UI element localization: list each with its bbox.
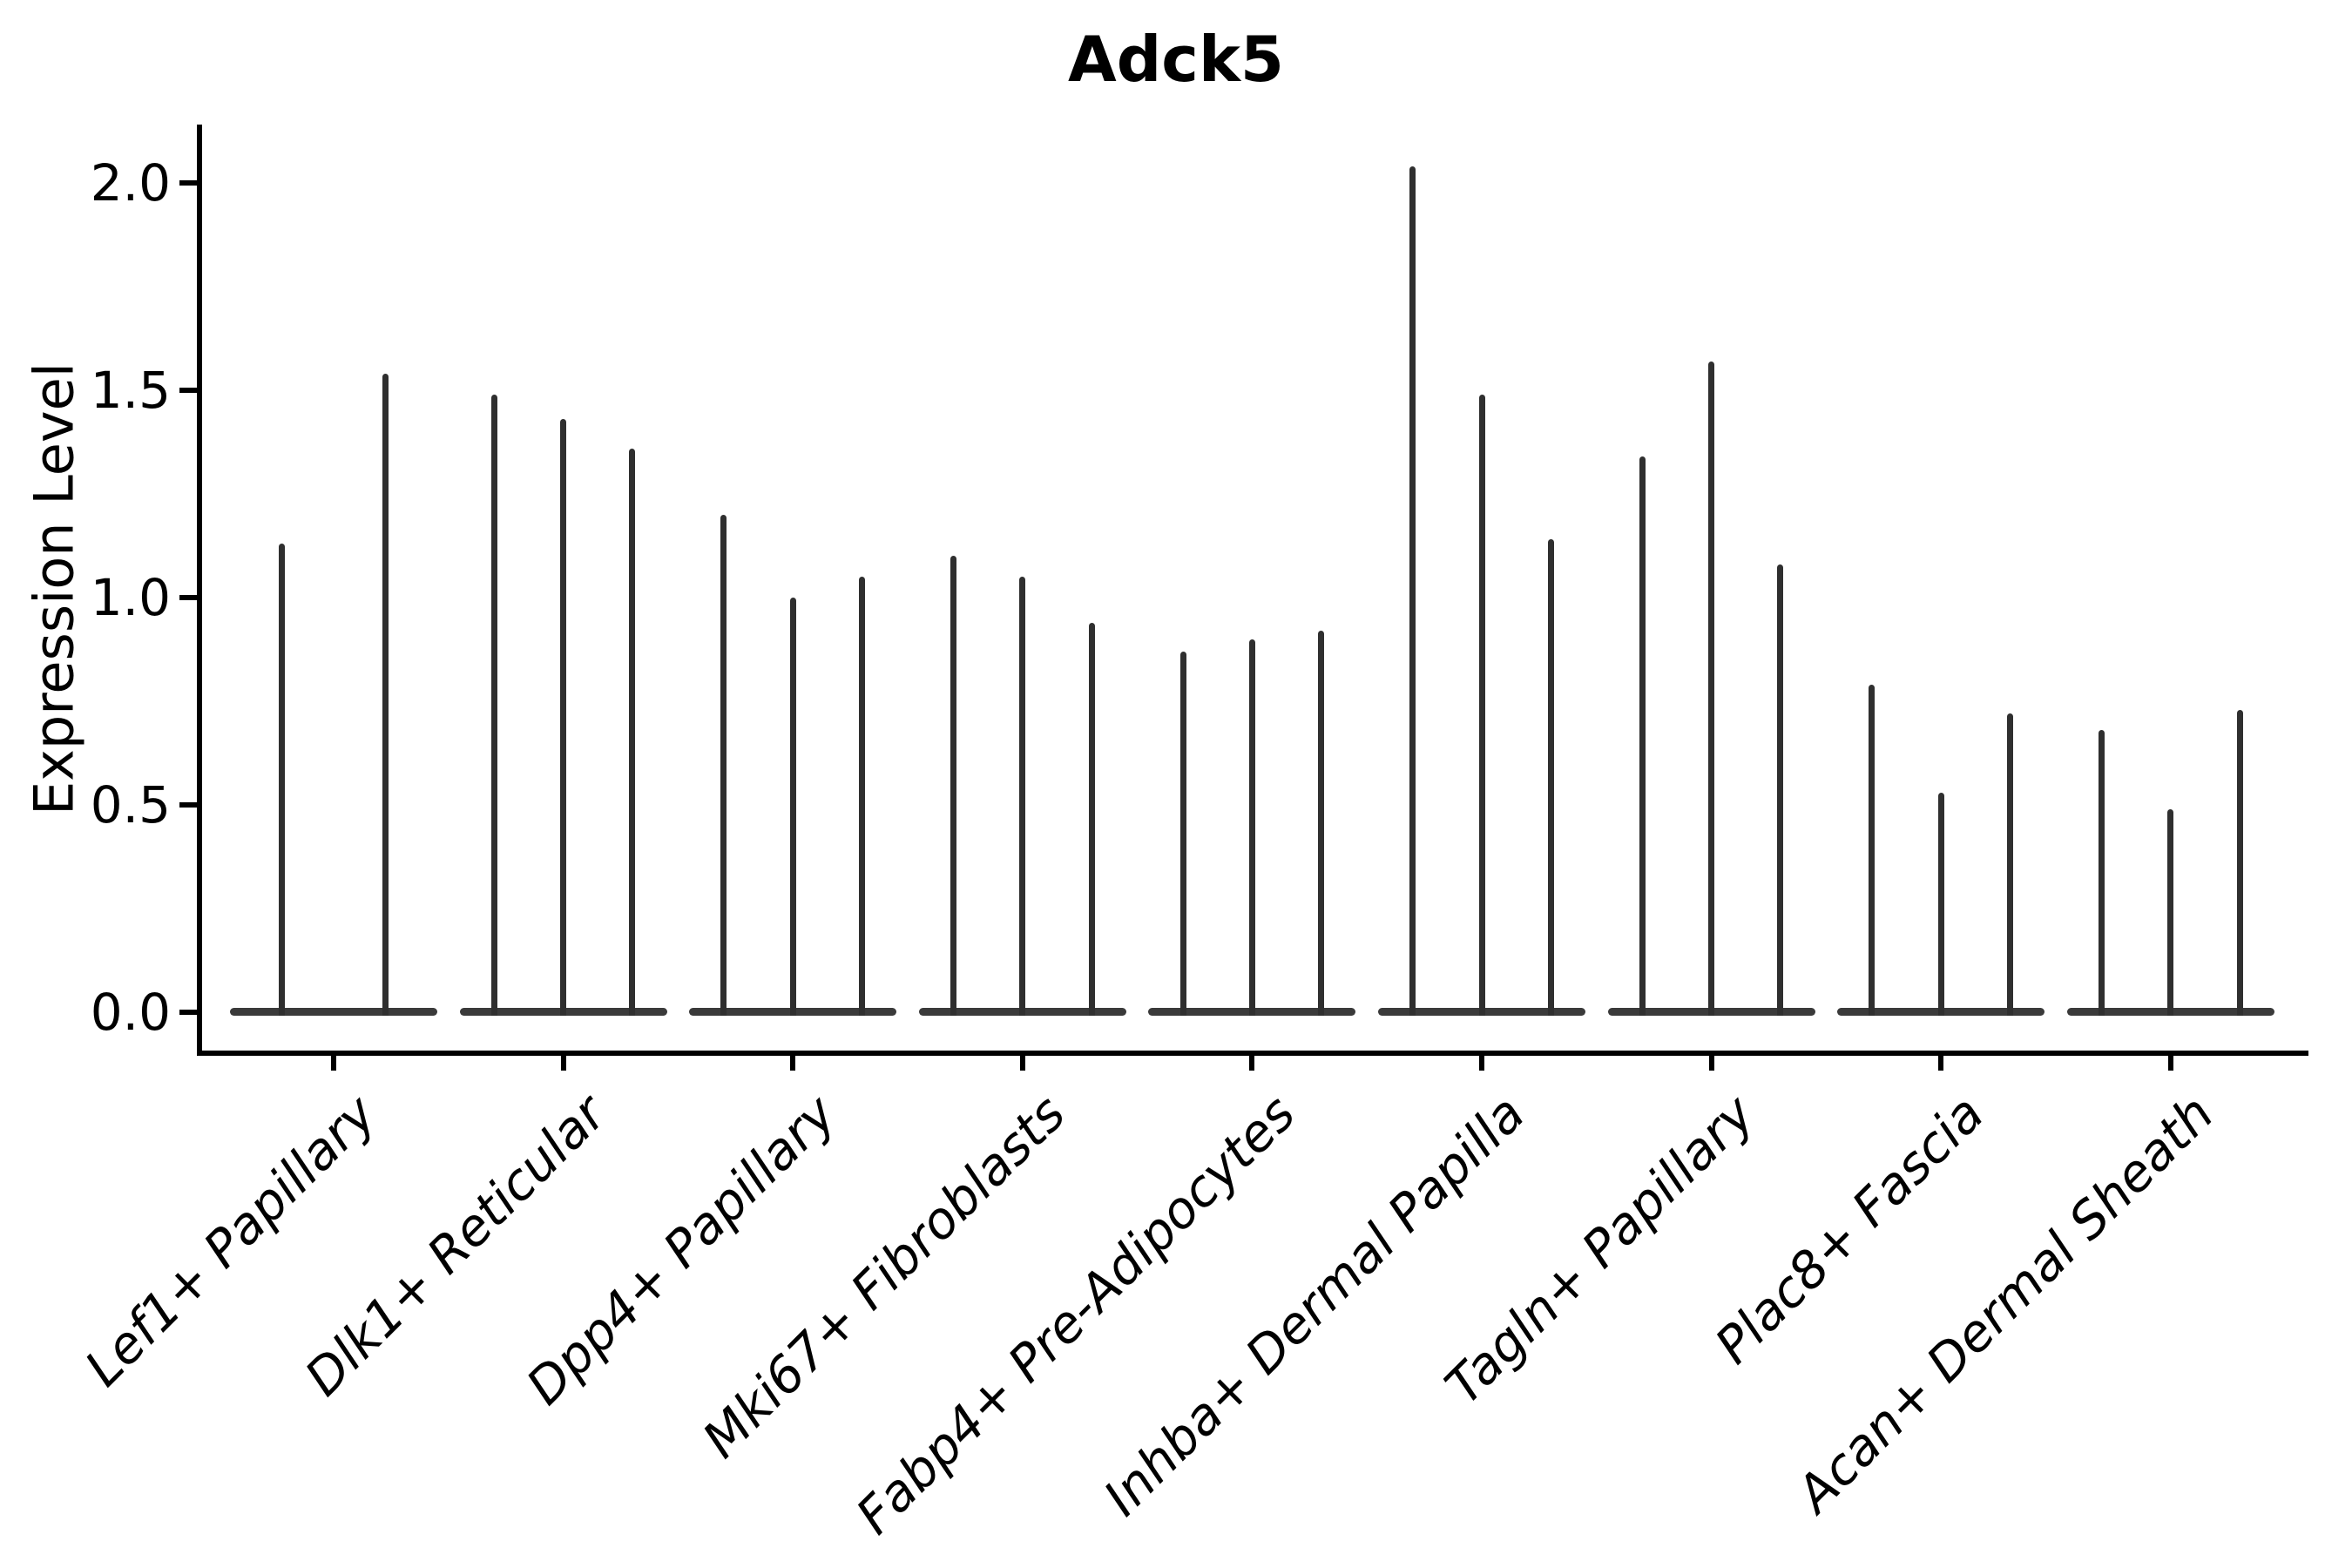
- violin-spike: [560, 419, 567, 1016]
- x-tick-mark: [1019, 1055, 1025, 1071]
- violin-spike: [1547, 539, 1554, 1016]
- x-axis-spine: [197, 1051, 2308, 1056]
- y-tick-label: 0.0: [90, 983, 171, 1042]
- violin-spike: [1777, 564, 1784, 1016]
- violin-spike: [1248, 639, 1255, 1016]
- violin-spike: [1478, 394, 1485, 1016]
- x-tick-mark: [1708, 1055, 1714, 1071]
- x-tick-label: Acan+ Dermal Sheath: [1785, 1084, 2225, 1524]
- violin-spike: [789, 598, 796, 1016]
- x-tick-mark: [790, 1055, 796, 1071]
- violin-spike: [490, 394, 497, 1016]
- y-tick-mark: [179, 595, 199, 600]
- violin-spike: [720, 514, 727, 1016]
- violin-spike: [1639, 456, 1646, 1016]
- y-tick-mark: [179, 802, 199, 808]
- x-tick-label: Inhba+ Dermal Papilla: [1092, 1084, 1537, 1528]
- violin-spike: [1869, 684, 1876, 1016]
- chart-title: Adck5: [1068, 23, 1284, 96]
- violin-spike: [1019, 577, 1026, 1016]
- y-axis-spine: [197, 125, 202, 1056]
- y-tick-mark: [179, 1010, 199, 1015]
- violin-spike: [2098, 730, 2105, 1016]
- violin-spike: [382, 373, 389, 1016]
- violin-spike: [1318, 631, 1325, 1016]
- x-tick-mark: [1479, 1055, 1484, 1071]
- violin-spike: [1409, 166, 1416, 1016]
- y-tick-mark: [179, 180, 199, 186]
- violin-spike: [629, 448, 636, 1016]
- x-tick-mark: [560, 1055, 566, 1071]
- violin-baseline: [230, 1008, 437, 1016]
- y-tick-label: 0.5: [90, 775, 171, 835]
- x-tick-mark: [2167, 1055, 2173, 1071]
- violin-spike: [950, 556, 956, 1016]
- x-tick-mark: [1938, 1055, 1944, 1071]
- y-tick-label: 1.0: [90, 568, 171, 627]
- violin-spike: [1937, 792, 1944, 1016]
- violin-spike: [1179, 651, 1186, 1016]
- violin-spike: [2236, 709, 2243, 1016]
- violin-spike: [2167, 808, 2174, 1016]
- x-tick-label: Fabp4+ Pre-Adipocytes: [844, 1084, 1307, 1546]
- x-tick-mark: [331, 1055, 336, 1071]
- violin-spike: [279, 544, 285, 1016]
- violin-spike: [1088, 622, 1095, 1016]
- y-tick-label: 1.5: [90, 361, 171, 420]
- violin-spike: [1708, 361, 1715, 1016]
- violin-spike: [859, 577, 866, 1016]
- y-tick-label: 2.0: [90, 153, 171, 213]
- y-tick-mark: [179, 388, 199, 393]
- y-axis-label: Expression Level: [22, 362, 86, 815]
- x-tick-mark: [1249, 1055, 1255, 1071]
- violin-spike: [2007, 713, 2014, 1016]
